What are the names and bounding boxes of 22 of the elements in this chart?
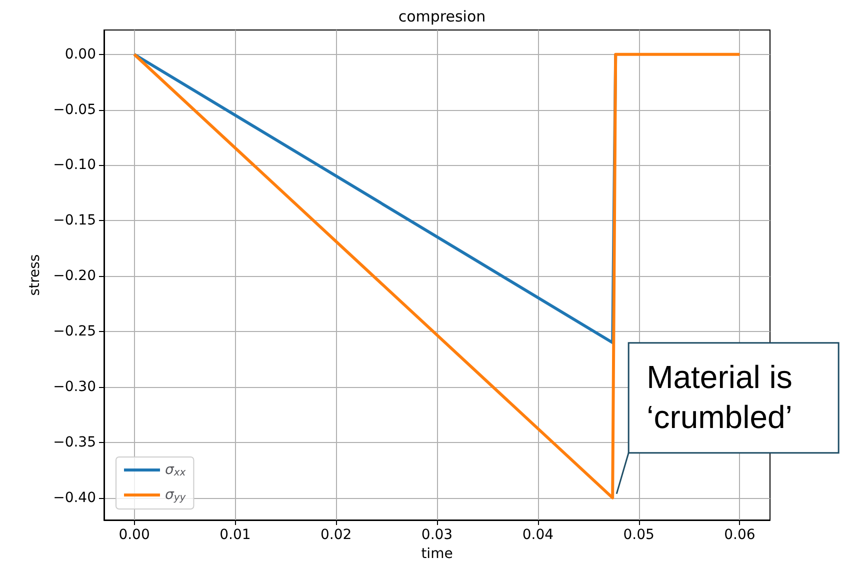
x-tick-label: 0.01: [220, 527, 251, 543]
x-tick-label: 0.03: [421, 527, 453, 543]
y-tick-label: −0.10: [53, 157, 96, 174]
y-tick-label: 0.00: [64, 46, 96, 62]
legend-label: σyy: [165, 487, 187, 504]
y-tick-label: −0.35: [53, 434, 96, 450]
x-tick-label: 0.00: [118, 527, 150, 543]
x-tick-label: 0.05: [623, 527, 654, 543]
chart-title: compresion: [398, 8, 486, 26]
y-tick-label: −0.40: [53, 490, 96, 506]
annotation: Material is ‘crumbled’: [646, 358, 792, 435]
y-axis-title: stress: [27, 254, 43, 296]
y-tick-label: −0.30: [53, 378, 96, 395]
x-tick-label: 0.02: [320, 527, 352, 543]
y-tick-label: −0.25: [53, 324, 96, 340]
y-tick-label: −0.15: [53, 212, 96, 229]
y-tick-label: −0.05: [53, 102, 96, 118]
x-axis-title: time: [421, 546, 453, 562]
legend-label: σxx: [165, 462, 186, 478]
y-tick-label: −0.20: [53, 268, 96, 284]
x-tick-label: 0.06: [724, 527, 756, 543]
x-tick-label: 0.04: [522, 527, 554, 543]
